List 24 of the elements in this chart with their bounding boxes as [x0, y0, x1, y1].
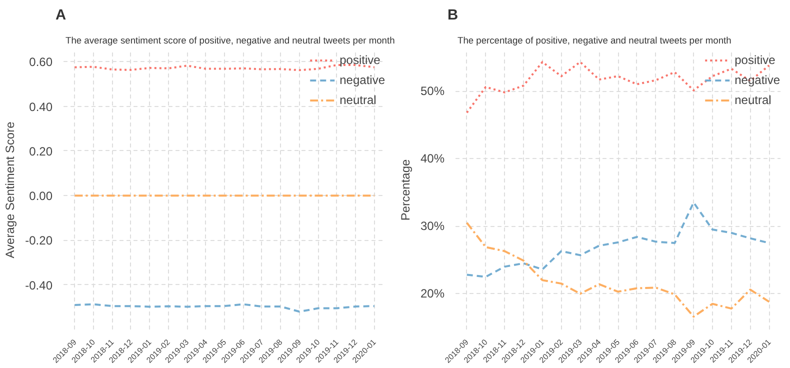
legend-label: positive — [734, 53, 776, 67]
y-tick-label: 20% — [420, 286, 445, 301]
line-series — [466, 222, 770, 318]
chart-title: The percentage of positive, negative and neutral tweets per month — [458, 36, 732, 46]
legend-label: neutral — [340, 93, 376, 107]
y-tick-label: 0.40 — [29, 100, 53, 114]
y-tick-label: 0.00 — [29, 189, 53, 204]
y-axis-title: Average Sentiment Score — [3, 121, 18, 258]
y-tick-label: 0.60 — [29, 55, 53, 70]
legend-label: neutral — [734, 93, 772, 107]
y-axis-title: Percentage — [398, 158, 412, 221]
y-tick-label: 30% — [420, 219, 445, 234]
y-tick-label: -0.20 — [25, 234, 53, 248]
legend-label: positive — [340, 53, 380, 67]
legend-label: negative — [340, 73, 385, 87]
y-tick-label: -0.40 — [25, 278, 53, 292]
y-tick-label: 50% — [420, 84, 445, 98]
line-series — [74, 303, 376, 313]
legend-label: negative — [734, 73, 780, 87]
text: A — [56, 8, 66, 24]
chart-title: The average sentiment score of positive, negative and neutral tweets per month — [66, 36, 395, 46]
y-tick-label: 40% — [420, 152, 445, 166]
text: B — [448, 8, 458, 24]
y-tick-label: 0.20 — [29, 144, 53, 158]
